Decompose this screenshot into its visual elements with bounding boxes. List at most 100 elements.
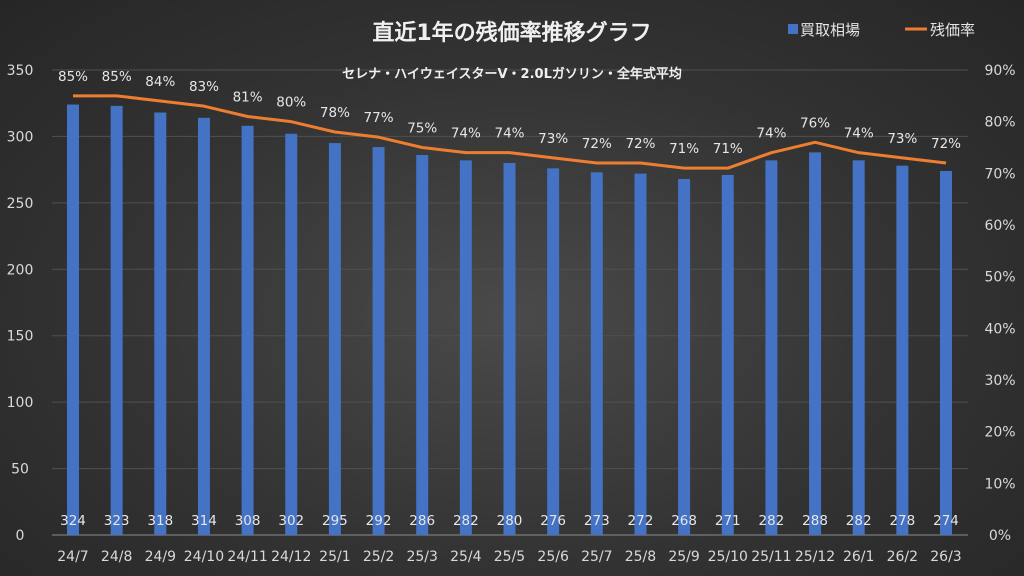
bar-value-label: 286 [409,513,435,529]
line-value-label: 80% [276,95,306,111]
bar [459,160,472,536]
line-value-label: 85% [58,69,88,85]
left-axis-tick: 150 [7,329,34,345]
line-value-label: 74% [494,126,524,142]
right-axis-tick: 20% [984,425,1015,441]
bar [372,147,385,536]
legend-bar-label: 買取相場 [800,21,860,39]
right-axis-tick: 70% [984,166,1015,182]
line-value-label: 74% [756,126,786,142]
bar [154,112,167,535]
line-value-label: 74% [451,126,481,142]
left-axis-tick: 300 [7,129,34,145]
line-value-label: 73% [538,131,568,147]
bar [285,133,298,535]
legend-line-label: 残価率 [930,21,975,39]
chart-subtitle: セレナ・ハイウェイスターV・2.0Lガソリン・全年式平均 [342,66,682,82]
left-axis-tick: 0 [16,528,25,544]
right-axis-tick: 60% [984,218,1015,234]
legend-bar-swatch [788,24,798,34]
bar [328,143,341,536]
x-axis-tick: 25/7 [581,549,612,565]
bar-value-label: 268 [671,513,697,529]
x-axis-tick: 25/1 [319,549,350,565]
bar-value-label: 271 [715,513,741,529]
x-axis-tick: 24/8 [101,549,132,565]
x-axis-tick: 25/11 [751,549,791,565]
bar-value-label: 302 [278,513,304,529]
x-axis-tick: 25/8 [625,549,656,565]
bar-value-label: 288 [802,513,828,529]
bar-value-label: 280 [497,513,523,529]
x-axis-tick: 26/3 [930,549,961,565]
bar [634,173,647,535]
bar-value-label: 272 [628,513,654,529]
right-axis-tick: 50% [984,270,1015,286]
bar-value-label: 273 [584,513,610,529]
x-axis-tick: 24/7 [57,549,88,565]
line-value-label: 83% [189,79,219,95]
line-value-label: 84% [145,74,175,90]
bar-value-label: 292 [366,513,392,529]
left-axis-tick: 50 [11,462,29,478]
x-axis-tick: 26/1 [843,549,874,565]
bar-value-label: 295 [322,513,348,529]
left-axis-tick: 350 [7,63,34,79]
line-value-label: 76% [800,115,830,131]
legend: 買取相場 残価率 [788,21,975,39]
bar-value-label: 274 [933,513,959,529]
bar-value-label: 323 [104,513,130,529]
bar-value-label: 282 [759,513,785,529]
x-axis-tick: 25/9 [668,549,699,565]
left-axis-tick: 100 [7,395,34,411]
right-axis-tick: 10% [984,476,1015,492]
line-value-label: 72% [582,136,612,152]
bar [503,163,516,535]
line-value-label: 74% [844,126,874,142]
bar [809,152,822,535]
line-value-label: 71% [713,141,743,157]
x-axis-tick: 25/2 [363,549,394,565]
x-axis-tick: 24/10 [184,549,224,565]
bar-value-label: 308 [235,513,261,529]
x-axis-tick: 24/9 [145,549,176,565]
x-axis-tick: 25/12 [795,549,835,565]
bar-value-label: 278 [889,513,915,529]
bar [67,104,79,536]
line-path [73,94,947,170]
line-value-label: 81% [233,90,263,106]
bar [590,172,603,536]
right-axis-tick: 90% [984,63,1015,79]
right-axis-tick: 30% [984,373,1015,389]
bar [241,125,254,536]
bar [721,174,734,535]
right-axis-tick: 0% [989,528,1011,544]
line-value-label: 72% [931,136,961,152]
x-axis-tick: 25/4 [450,549,482,565]
bar-value-label: 324 [60,513,86,529]
x-axis-tick: 25/6 [537,549,569,565]
line-value-label: 71% [669,141,699,157]
bar-value-label: 314 [191,513,217,529]
data-labels: 324 85% 323 85% 318 84% 314 83% 308 81% 302 80% 295 7… [58,69,961,529]
bar-value-label: 276 [540,513,566,529]
line-series [73,94,947,170]
bar [110,105,123,535]
bar [940,170,952,535]
line-value-label: 72% [625,136,655,152]
left-axis-tick: 250 [7,196,34,212]
bar-value-label: 282 [453,513,479,529]
x-axis-tick: 24/11 [227,549,267,565]
bar [547,168,560,536]
right-axis-tick: 80% [984,115,1015,131]
right-axis-tick: 40% [984,321,1015,337]
line-value-label: 78% [320,105,350,121]
line-value-label: 75% [407,121,437,137]
bar [765,160,778,536]
x-axis-tick: 26/2 [887,549,918,565]
line-value-label: 73% [887,131,917,147]
bar [678,178,691,535]
line-value-label: 85% [102,69,132,85]
x-axis-tick: 25/3 [406,549,437,565]
